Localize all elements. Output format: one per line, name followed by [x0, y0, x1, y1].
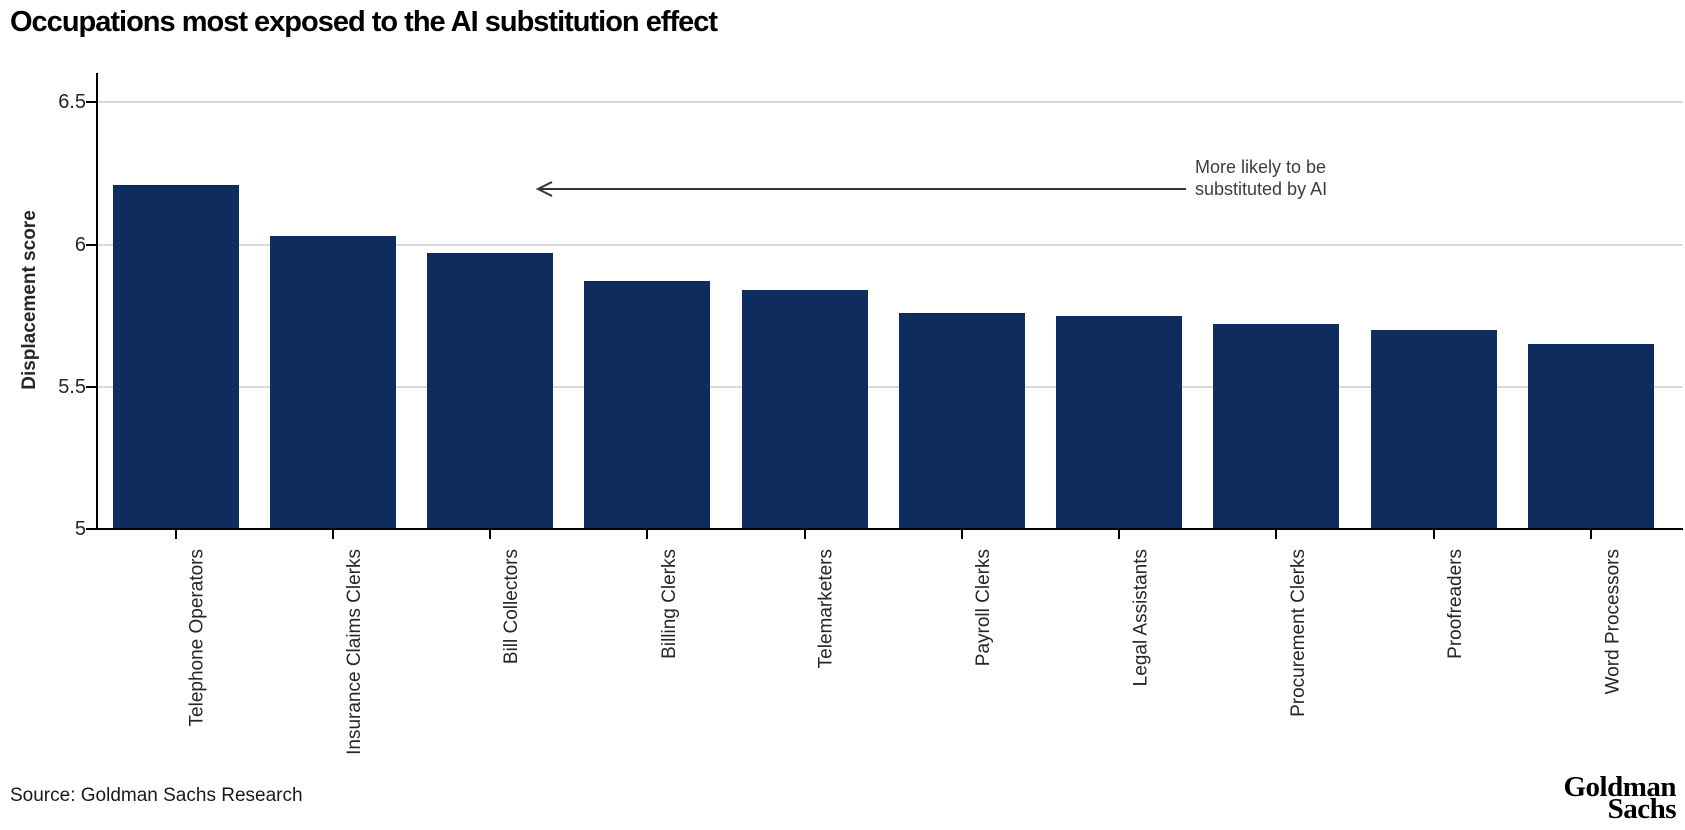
goldman-sachs-logo: Goldman Sachs — [1563, 771, 1677, 825]
x-axis-tick — [803, 530, 806, 539]
x-axis-tick — [489, 530, 492, 539]
x-axis-tick — [174, 530, 177, 539]
y-axis-tick — [86, 528, 97, 530]
y-tick-label: 5.5 — [58, 375, 86, 398]
gridline — [97, 243, 1683, 246]
gridline — [97, 101, 1683, 104]
bar-insurance-claims-clerks — [269, 235, 396, 529]
x-axis-tick — [1432, 530, 1435, 539]
logo-line-2: Sachs — [1607, 793, 1677, 825]
annotation-line-2: substituted by AI — [1195, 179, 1328, 199]
x-axis-tick — [646, 530, 649, 539]
x-tick-label-text: Billing Clerks — [658, 549, 680, 659]
x-axis-line — [96, 528, 1683, 530]
bar-proofreaders — [1370, 329, 1497, 529]
x-axis-tick — [1275, 530, 1278, 539]
bar-legal-assistants — [1056, 315, 1183, 529]
bar-payroll-clerks — [898, 312, 1025, 529]
x-axis-tick — [1590, 530, 1593, 539]
x-axis-tick — [960, 530, 963, 539]
bar-telephone-operators — [112, 184, 239, 529]
bar-word-processors — [1528, 344, 1655, 529]
x-tick-label-text: Legal Assistants — [1130, 549, 1152, 687]
x-tick-label-text: Insurance Claims Clerks — [343, 549, 365, 755]
bar-telemarketers — [741, 290, 868, 529]
x-axis-tick — [1118, 530, 1121, 539]
gridline — [97, 385, 1683, 388]
left-arrow-icon — [535, 181, 1186, 197]
chart-title: Occupations most exposed to the AI subst… — [10, 6, 718, 38]
x-tick-label-text: Proofreaders — [1444, 549, 1466, 659]
x-tick-label-text: Telemarketers — [815, 549, 837, 669]
bar-billing-clerks — [584, 281, 711, 529]
bar-bill-collectors — [427, 253, 554, 529]
x-tick-label-text: Payroll Clerks — [972, 549, 994, 667]
y-axis-tick — [86, 385, 97, 388]
y-axis-tick — [86, 101, 97, 104]
source-note: Source: Goldman Sachs Research — [10, 785, 303, 806]
x-axis-tick — [331, 530, 334, 539]
x-tick-label-text: Procurement Clerks — [1287, 549, 1309, 717]
logo-line-1: Goldman — [1563, 771, 1676, 803]
y-axis-line — [96, 73, 98, 530]
bar-procurement-clerks — [1213, 324, 1340, 529]
annotation-line-1: More likely to be — [1195, 157, 1327, 177]
x-tick-label-text: Word Processors — [1602, 549, 1624, 695]
y-tick-label: 6 — [74, 233, 86, 256]
x-tick-label-text: Bill Collectors — [501, 549, 523, 665]
y-axis-tick — [86, 243, 97, 246]
annotation: More likely to be substituted by AI — [1195, 156, 1327, 200]
x-tick-label-text: Telephone Operators — [186, 549, 208, 727]
y-tick-label: 6.5 — [58, 91, 86, 114]
y-tick-label: 5 — [74, 518, 86, 540]
